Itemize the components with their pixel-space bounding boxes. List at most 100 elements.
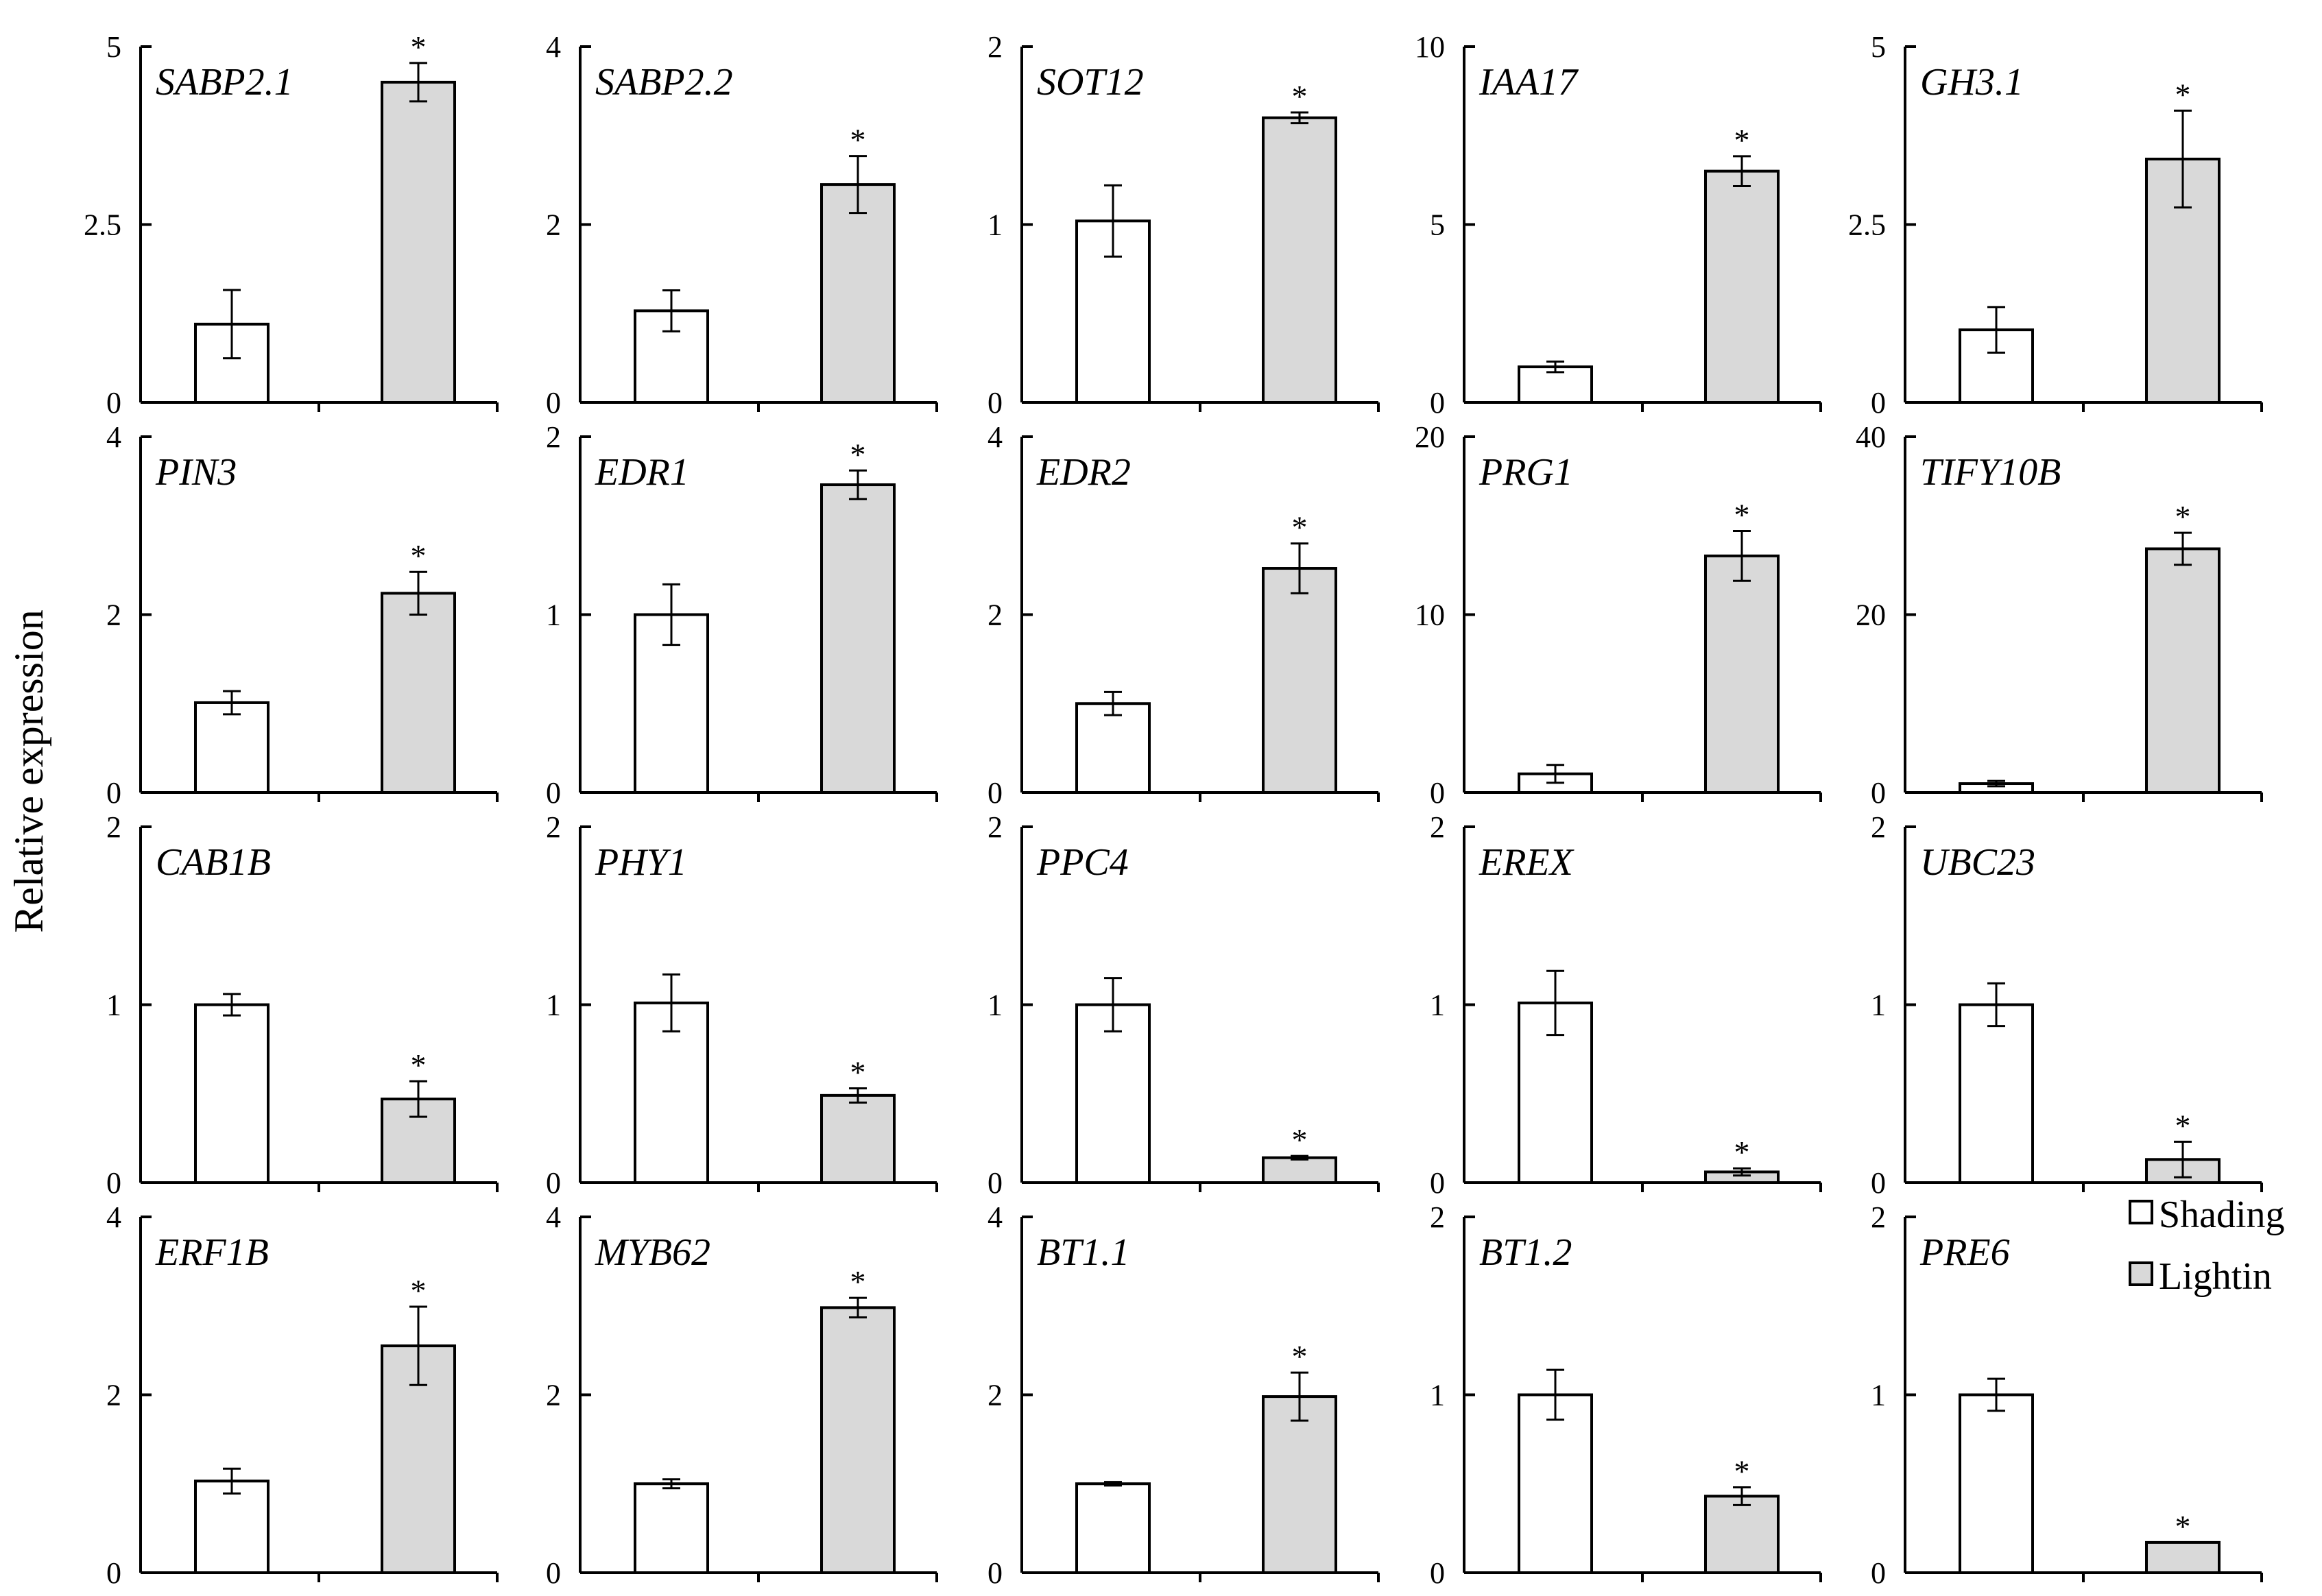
panel-iaa17: 0 5 10 IAA17 * <box>1415 30 1822 420</box>
panel-title: SABP2.2 <box>595 61 733 104</box>
panel-erex: 0 1 2 EREX * <box>1430 810 1822 1200</box>
panel-prg1: 0 10 20 PRG1 * <box>1415 420 1822 810</box>
y-tick-label: 0 <box>1871 1556 1886 1590</box>
bar-lightin <box>1262 567 1337 795</box>
y-tick-label: 2 <box>1430 810 1445 844</box>
y-tick-label: 0 <box>988 1556 1003 1590</box>
significance-marker: * <box>1292 510 1308 545</box>
y-tick-label: 4 <box>988 420 1003 454</box>
y-tick-label: 2 <box>1430 1200 1445 1234</box>
y-tick-label: 0 <box>1430 776 1445 810</box>
y-tick-label: 10 <box>1415 598 1445 632</box>
panel-title: PHY1 <box>595 841 687 884</box>
bar-lightin <box>381 80 456 404</box>
panel-sot12: 0 1 2 SOT12 * <box>988 30 1380 420</box>
y-tick-label: 2 <box>546 420 561 454</box>
y-tick-label: 2 <box>546 1379 561 1412</box>
significance-marker: * <box>2175 499 2191 534</box>
panel-pin3: 0 2 4 PIN3 * <box>106 420 499 810</box>
significance-marker: * <box>1734 498 1750 533</box>
y-tick-label: 1 <box>988 989 1003 1022</box>
y-tick-label: 0 <box>1871 776 1886 810</box>
panel-phy1: 0 1 2 PHY1 * <box>546 810 938 1200</box>
bar-shading <box>1075 702 1151 794</box>
y-tick-label: 1 <box>988 208 1003 242</box>
panel-title: BT1.2 <box>1479 1231 1572 1274</box>
panel-myb62: 0 2 4 MYB62 * <box>546 1200 938 1590</box>
y-tick-label: 0 <box>106 1166 121 1200</box>
panel-tify10b: 0 20 40 TIFY10B * <box>1856 420 2263 810</box>
panel-title: CAB1B <box>156 841 271 884</box>
bar-lightin <box>2145 1540 2221 1575</box>
legend-label-lightin: Lightin <box>2159 1255 2272 1298</box>
y-tick-label: 0 <box>1430 386 1445 420</box>
bar-shading <box>1959 1003 2034 1184</box>
y-axis-label: Relative expression <box>6 609 51 933</box>
significance-marker: * <box>1734 1453 1750 1488</box>
y-tick-label: 2 <box>106 1379 121 1412</box>
bar-shading <box>1075 1482 1151 1574</box>
bar-shading <box>194 1479 270 1574</box>
y-tick-label: 2.5 <box>1848 208 1886 242</box>
legend-label-shading: Shading <box>2159 1194 2285 1236</box>
panel-edr1: 0 1 2 EDR1 * <box>546 420 938 810</box>
y-tick-label: 0 <box>546 1556 561 1590</box>
bar-lightin <box>1262 1156 1337 1185</box>
panel-title: UBC23 <box>1920 841 2035 884</box>
panel-title: TIFY10B <box>1920 451 2061 494</box>
y-tick-label: 20 <box>1856 598 1886 632</box>
y-tick-label: 5 <box>106 30 121 64</box>
y-tick-label: 40 <box>1856 420 1886 454</box>
panel-ppc4: 0 1 2 PPC4 * <box>988 810 1380 1200</box>
bar-shading <box>194 701 270 795</box>
y-tick-label: 0 <box>1430 1556 1445 1590</box>
significance-marker: * <box>1292 1339 1308 1374</box>
y-tick-label: 0 <box>988 776 1003 810</box>
legend-swatch-lightin <box>2129 1261 2153 1286</box>
panel-gh3-1: 0 2.5 5 GH3.1 * <box>1848 30 2263 420</box>
y-tick-label: 0 <box>1430 1166 1445 1200</box>
y-tick-label: 0 <box>1871 1166 1886 1200</box>
y-tick-label: 4 <box>988 1200 1003 1234</box>
bar-shading <box>194 1003 270 1184</box>
bar-lightin <box>820 1093 896 1184</box>
y-tick-label: 0 <box>1871 386 1886 420</box>
significance-marker: * <box>1734 1135 1750 1170</box>
panel-erf1b: 0 2 4 ERF1B * <box>106 1200 499 1590</box>
significance-marker: * <box>850 437 866 472</box>
bar-lightin <box>820 483 896 794</box>
significance-marker: * <box>1292 79 1308 114</box>
bar-lightin <box>1262 1395 1337 1574</box>
y-tick-label: 0 <box>988 1166 1003 1200</box>
panel-sabp2-1: 0 2.5 5 SABP2.1 * <box>84 29 499 420</box>
panel-title: PPC4 <box>1036 841 1129 884</box>
y-tick-label: 5 <box>1871 30 1886 64</box>
y-tick-label: 0 <box>106 386 121 420</box>
significance-marker: * <box>411 29 427 64</box>
y-tick-label: 1 <box>1871 1379 1886 1412</box>
bar-shading <box>634 1482 709 1574</box>
panel-ubc23: 0 1 2 UBC23 * <box>1871 810 2263 1200</box>
panel-sabp2-2: 0 2 4 SABP2.2 * <box>546 30 938 420</box>
y-tick-label: 1 <box>1430 989 1445 1022</box>
panel-title: SABP2.1 <box>156 61 294 104</box>
bar-lightin <box>2145 547 2221 794</box>
panel-title: EDR1 <box>595 451 689 494</box>
significance-marker: * <box>850 1264 866 1299</box>
panel-title: IAA17 <box>1479 61 1579 104</box>
panel-title: PRG1 <box>1479 451 1573 494</box>
y-tick-label: 1 <box>546 989 561 1022</box>
y-tick-label: 2.5 <box>84 208 121 242</box>
y-tick-label: 2 <box>546 208 561 242</box>
bar-lightin <box>1262 116 1337 404</box>
panel-title: EREX <box>1479 841 1575 884</box>
y-tick-label: 2 <box>106 810 121 844</box>
y-tick-label: 2 <box>1871 1200 1886 1234</box>
y-tick-label: 2 <box>988 30 1003 64</box>
y-tick-label: 1 <box>546 598 561 632</box>
significance-marker: * <box>411 538 427 573</box>
y-tick-label: 4 <box>546 30 561 64</box>
y-tick-label: 4 <box>106 1200 121 1234</box>
y-tick-label: 2 <box>1871 810 1886 844</box>
